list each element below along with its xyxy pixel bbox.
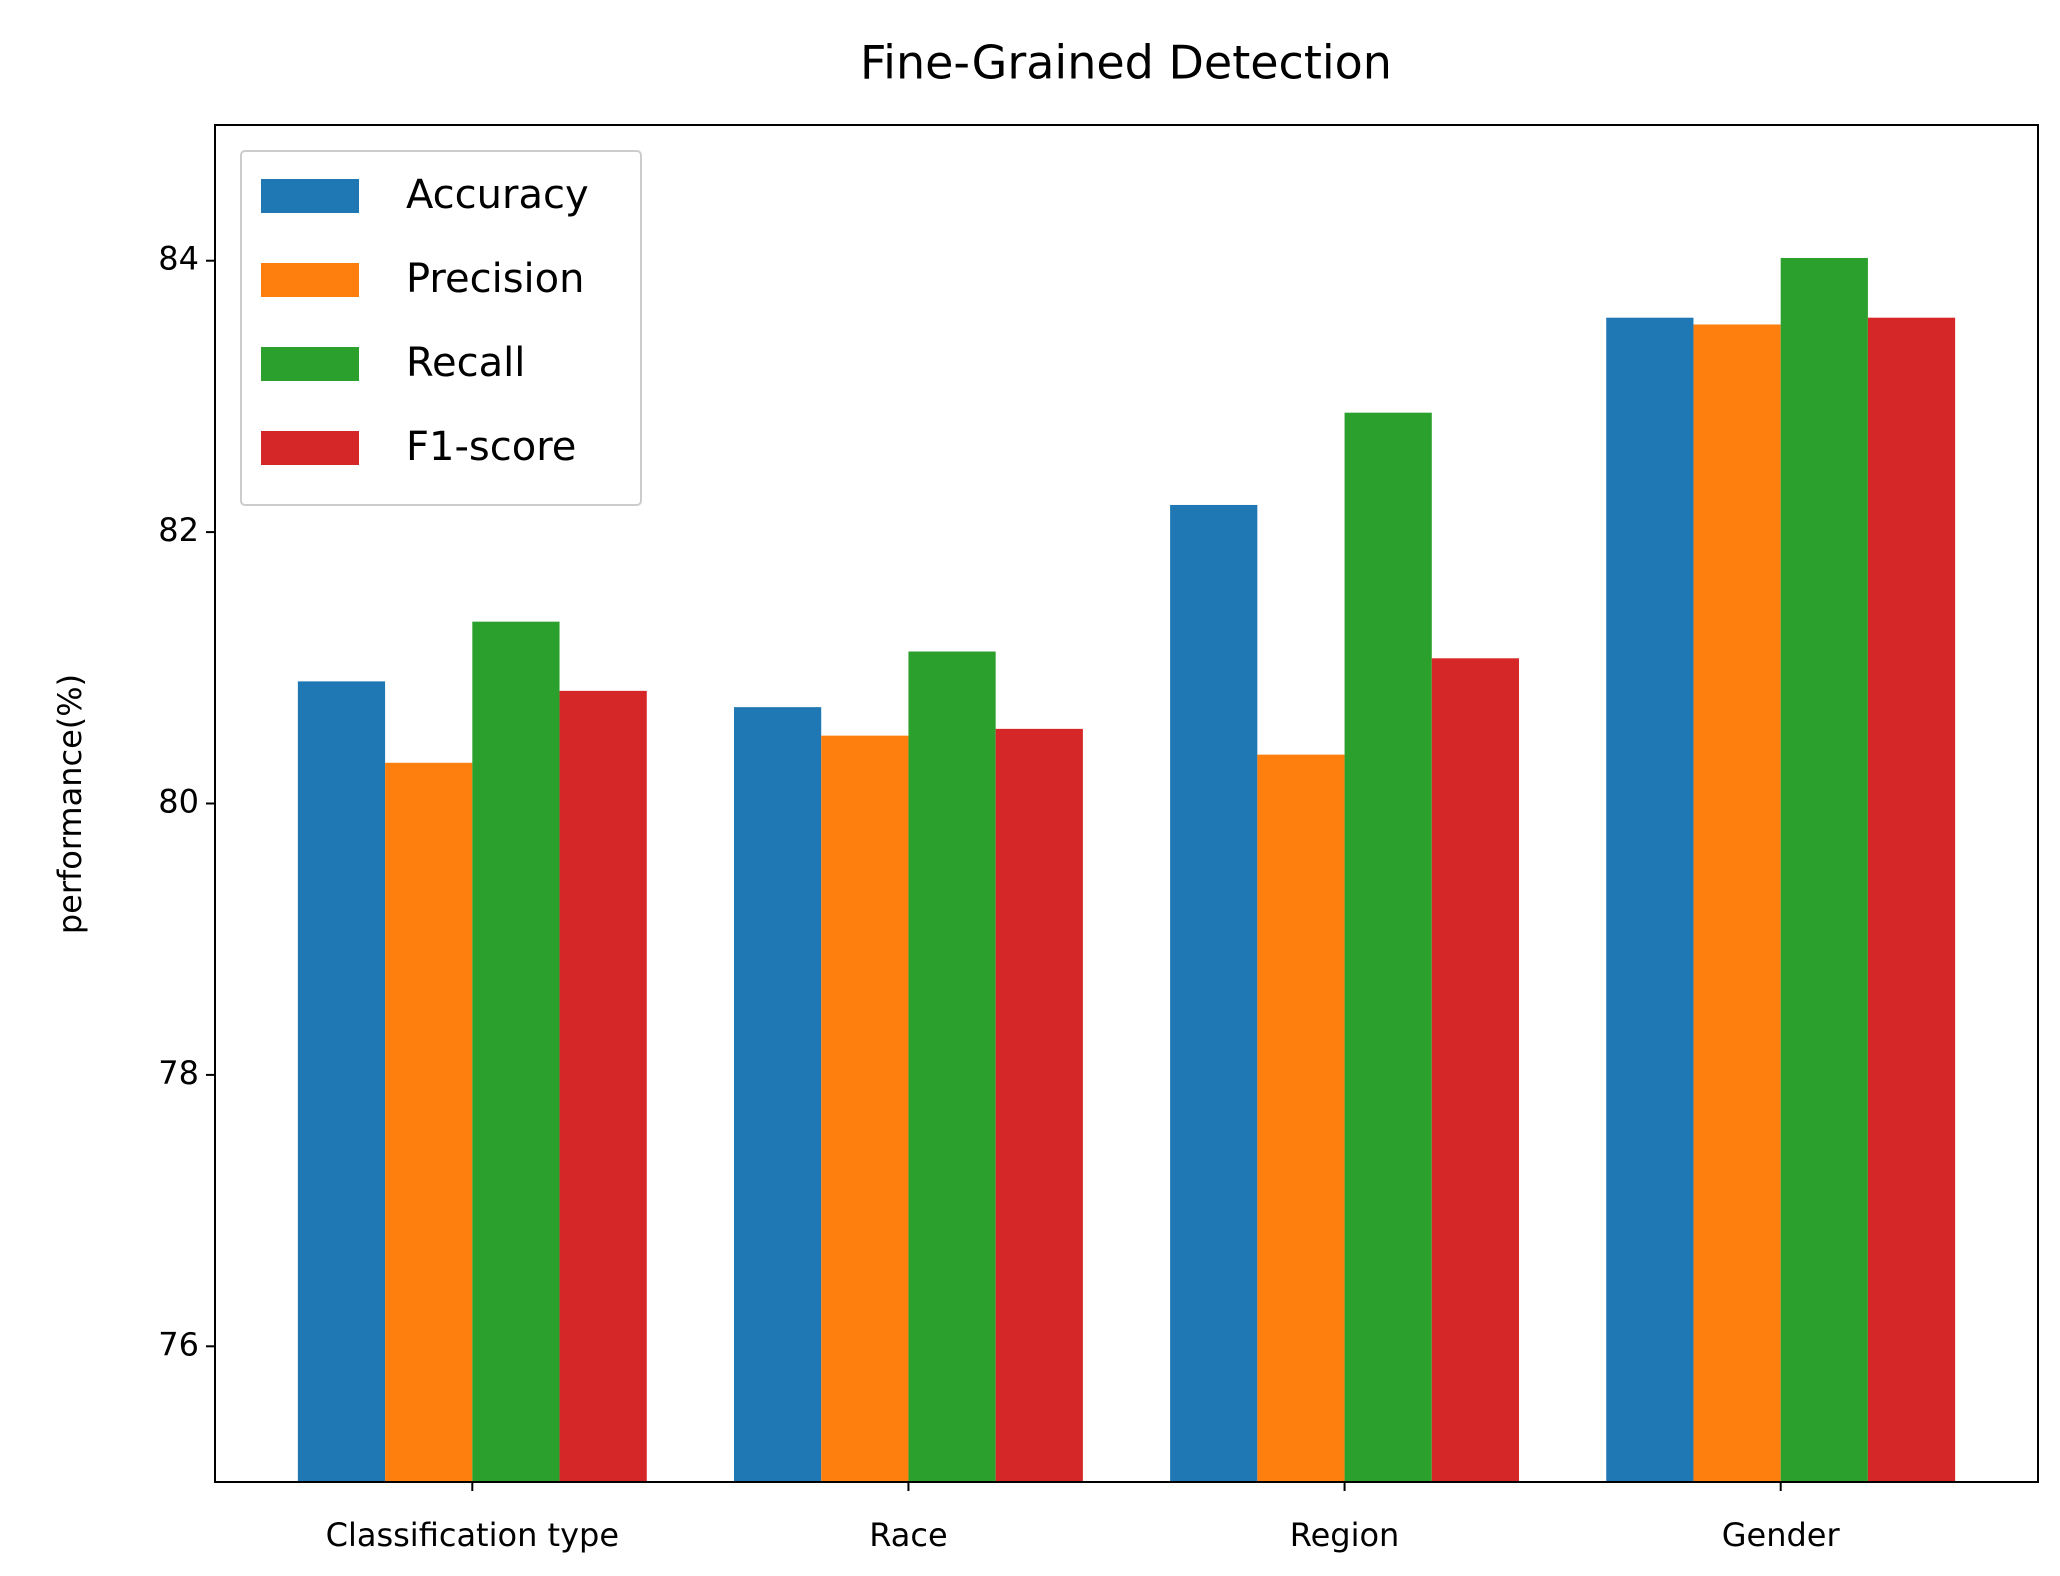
legend-label: Recall <box>406 340 525 386</box>
bar <box>1431 658 1520 1482</box>
legend-label: F1-score <box>406 424 576 470</box>
y-tick-label: 80 <box>158 783 199 821</box>
legend-swatch <box>261 263 359 297</box>
bar <box>1257 754 1345 1482</box>
bar <box>1867 317 1956 1483</box>
y-tick-label: 76 <box>158 1325 199 1363</box>
x-tick-label: Race <box>869 1516 947 1554</box>
bar <box>385 762 473 1482</box>
bar <box>733 707 822 1482</box>
bar <box>1606 317 1694 1483</box>
x-tick-label: Region <box>1290 1516 1400 1554</box>
legend-box <box>240 150 642 506</box>
bar <box>908 651 996 1482</box>
bar <box>995 728 1083 1482</box>
y-tick-label: 84 <box>158 240 199 278</box>
x-tick-label: Gender <box>1722 1516 1841 1554</box>
bar <box>1780 257 1868 1483</box>
legend-swatch <box>261 431 359 465</box>
bar <box>472 621 560 1482</box>
chart-title: Fine-Grained Detection <box>860 36 1392 90</box>
bar <box>1693 324 1781 1482</box>
y-tick-label: 82 <box>158 511 199 549</box>
legend-swatch <box>261 347 359 381</box>
y-axis-label: performance(%) <box>51 674 89 934</box>
bar <box>1170 504 1258 1483</box>
legend-swatch <box>261 179 359 213</box>
bar <box>821 735 909 1482</box>
legend-label: Precision <box>406 256 584 302</box>
bar <box>1344 412 1432 1483</box>
x-tick-label: Classification type <box>326 1516 619 1554</box>
bar <box>297 681 386 1482</box>
bar <box>559 690 647 1482</box>
legend-label: Accuracy <box>406 172 589 218</box>
y-tick-label: 78 <box>158 1054 199 1092</box>
